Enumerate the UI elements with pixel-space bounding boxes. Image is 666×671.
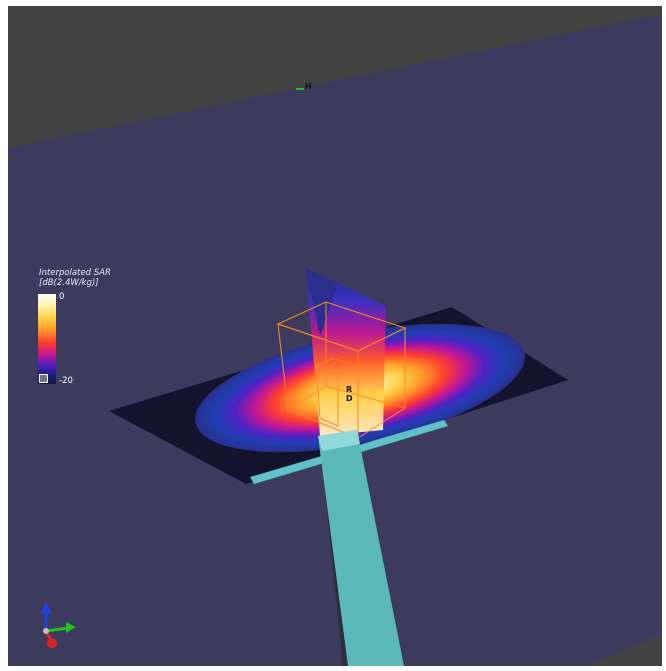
h-marker-label: H [305,82,312,91]
r-marker-label: R [346,385,353,394]
legend-title-line1: Interpolated SAR [39,268,111,278]
legend-swatch-icon [39,374,48,383]
legend-colorbar [38,294,56,384]
sar-field-vertical-edge [306,268,338,336]
legend-title-line2: [dB(2.4W/kg)] [39,278,99,288]
feed-line [318,430,404,666]
feed-line-top [318,430,360,451]
legend-title: Interpolated SAR [dB(2.4W/kg)] [39,268,111,288]
axes-triad-icon[interactable] [40,602,76,648]
3d-viewport[interactable] [8,6,662,666]
legend-max-label: 0 [59,292,65,302]
d-marker-label: D [346,394,353,403]
evaluation-cube [276,301,407,439]
dark-region-bottom [586,634,662,666]
dark-region-top [8,6,662,148]
legend-min-label: -20 [59,376,73,386]
scene-canvas[interactable] [8,6,662,666]
